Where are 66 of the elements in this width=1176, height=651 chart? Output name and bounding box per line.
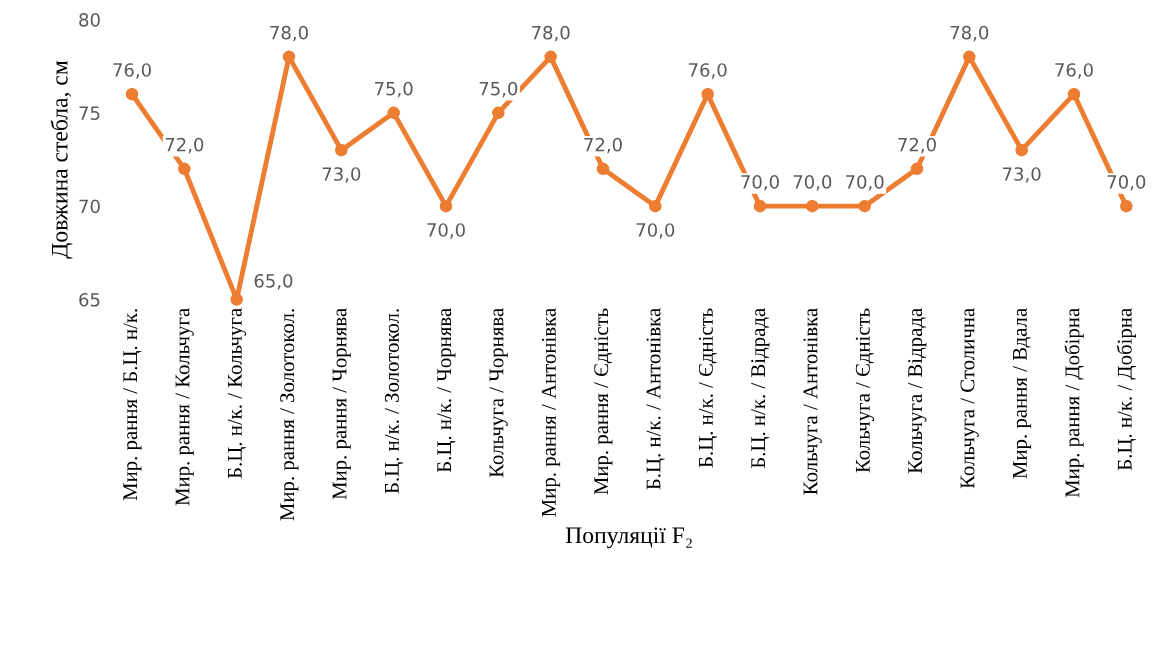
x-tick-label: Кольчуга / Чорнява <box>489 308 508 478</box>
point <box>963 50 976 64</box>
x-tick-label: Кольчуга / Антонівка <box>803 308 822 495</box>
x-tick-label: Б.Ц. н/к. / Добірна <box>1116 308 1136 471</box>
x-tick-label: Б.Ц. н/к. / Чорнява <box>437 308 456 473</box>
data-label: 75,0 <box>375 81 413 98</box>
point <box>753 199 767 213</box>
y-tick-label: 80 <box>79 12 100 27</box>
point <box>1015 143 1028 157</box>
data-label: 76,0 <box>113 63 151 79</box>
data-label: 70,0 <box>636 223 675 239</box>
data-label: 72,0 <box>584 137 622 154</box>
x-tick-label: Мир. рання / Добірна <box>1064 308 1084 498</box>
point <box>125 87 139 101</box>
data-label: 76,0 <box>1055 63 1093 79</box>
y-axis-title: Довжина стебла, см <box>50 60 73 259</box>
x-tick-label: Б.Ц. н/к. / Відрада <box>751 308 770 469</box>
x-tick-label: Мир. рання / Чорнява <box>332 308 351 500</box>
x-tick-label: Кольчуга / Столична <box>960 308 979 489</box>
data-label: 73,0 <box>322 167 361 183</box>
point <box>910 162 924 176</box>
point <box>596 162 610 176</box>
data-label: 78,0 <box>270 25 308 42</box>
data-label: 70,0 <box>1107 175 1146 191</box>
point <box>178 162 191 176</box>
data-label: 75,0 <box>479 81 518 98</box>
y-tick-label: 70 <box>79 199 100 214</box>
y-tick-label: 65 <box>79 292 100 307</box>
data-label: 73,0 <box>1003 167 1041 183</box>
x-tick-label: Мир. рання / Єдність <box>594 308 613 495</box>
point <box>701 87 714 101</box>
x-tick-label: Кольчуга / Відрада <box>908 308 927 474</box>
y-tick-label: 75 <box>79 106 100 120</box>
x-tick-label: Мир. рання / Кольчуга <box>175 308 194 506</box>
x-tick-label: Б.Ц. н/к. / Антонівка <box>646 308 665 490</box>
x-tick-label: Б.Ц. н/к. / Єдність <box>698 308 718 468</box>
data-label: 76,0 <box>689 63 727 79</box>
data-label: 70,0 <box>427 223 465 239</box>
data-label: 78,0 <box>950 25 989 42</box>
x-tick-label: Мир. рання / Б.Ц. н/к. <box>123 309 142 501</box>
point <box>806 199 819 213</box>
x-axis-title: Популяції F₂ <box>565 527 692 549</box>
data-label: 70,0 <box>846 175 884 191</box>
data-label: 78,0 <box>532 25 570 42</box>
point <box>439 199 453 213</box>
point <box>492 106 505 120</box>
data-label: 70,0 <box>793 175 832 191</box>
data-label: 70,0 <box>741 175 779 191</box>
point <box>1120 199 1133 213</box>
point <box>544 50 557 64</box>
x-tick-label: Б.Ц. н/к. / Кольчуга <box>227 308 247 479</box>
point <box>1067 87 1081 101</box>
data-label: 72,0 <box>898 137 936 154</box>
point <box>858 199 871 213</box>
x-tick-label: Мир. рання / Золотокол. <box>280 309 299 521</box>
point <box>387 106 400 120</box>
point <box>649 199 662 213</box>
x-tick-label: Кольчуга / Єдність <box>855 308 875 473</box>
data-label: 72,0 <box>165 137 204 154</box>
point <box>230 293 243 306</box>
point <box>282 50 296 64</box>
x-tick-label: Б.Ц. н/к. / Золотокол. <box>384 309 404 494</box>
data-label: 65,0 <box>254 273 293 290</box>
x-tick-label: Мир. рання / Вдала <box>1012 308 1032 479</box>
point <box>335 143 348 157</box>
x-tick-label: Мир. рання / Антонівка <box>541 308 561 517</box>
